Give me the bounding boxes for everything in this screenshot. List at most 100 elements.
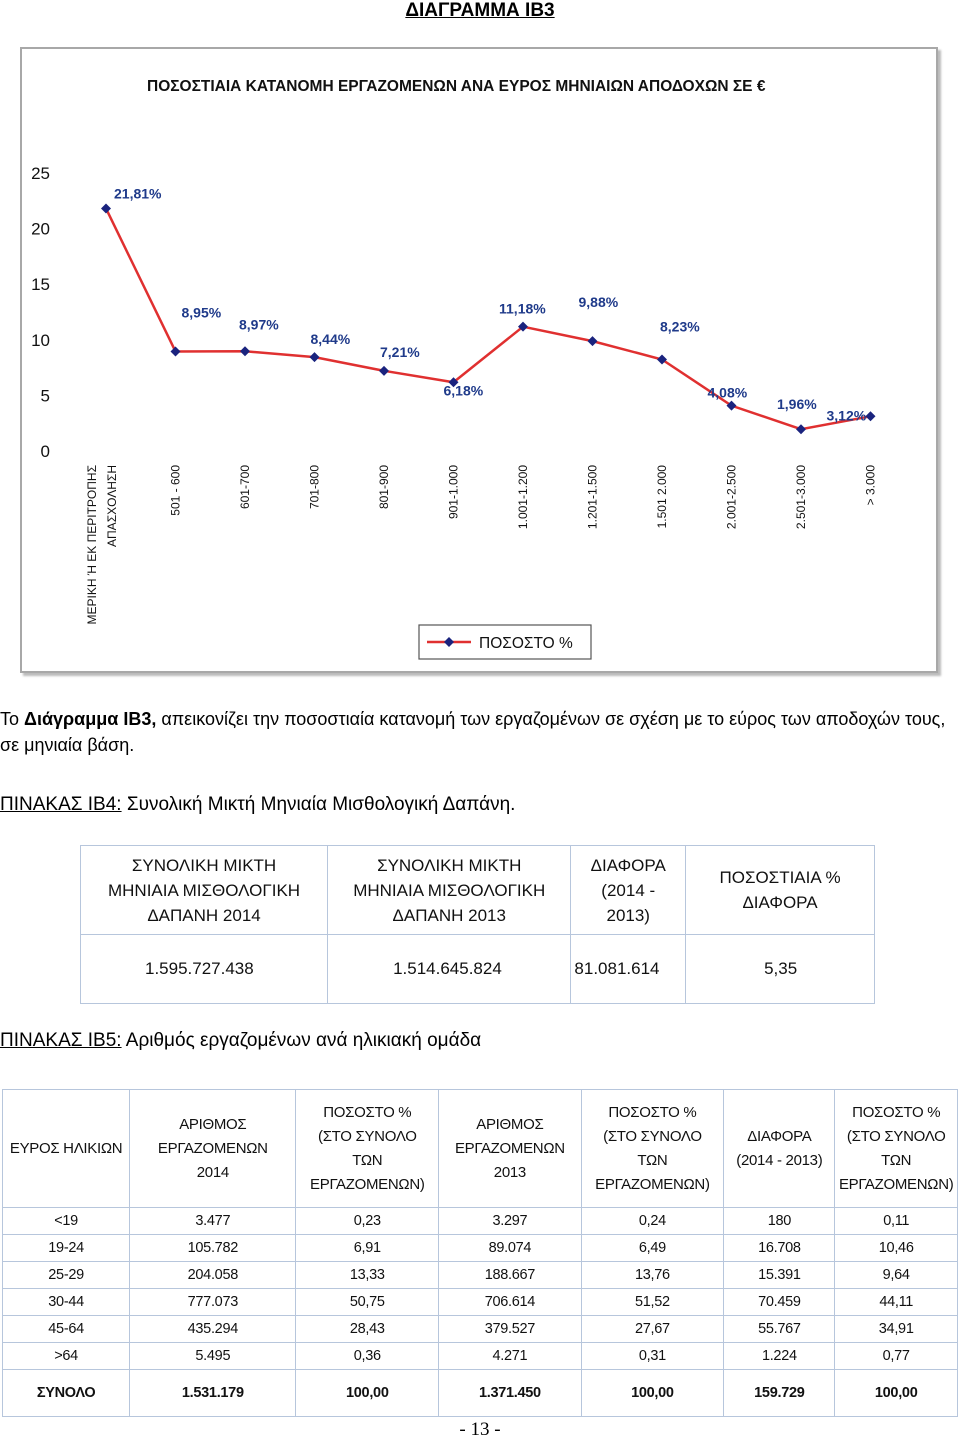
diagram-description: Το Διάγραμμα ΙΒ3, απεικονίζει την ποσοστ… (0, 706, 960, 758)
header-line: ΣΥΝΟΛΙΚΗ ΜΙΚΤΗ (377, 855, 522, 875)
data-point (726, 400, 737, 411)
table4-cell: 1.514.645.824 (327, 934, 572, 1004)
legend-label: ΠΟΣΟΣΤΟ % (479, 635, 573, 652)
table5-row: 45-64 435.294 28,43 379.527 27,67 55.767 34,91 (1, 1315, 958, 1343)
table5-header: ΑΡΙΘΜΟΣ ΕΡΓΑΖΟΜΕΝΩΝ 2014 (129, 1089, 297, 1208)
header-line: (2014 - 2013) (736, 1151, 823, 1169)
header-line: ΕΡΓΑΖΟΜΕΝΩΝ (157, 1139, 268, 1157)
x-tick-label: 701-800 (308, 465, 322, 509)
age-range-cell: 45-64 (1, 1315, 131, 1343)
table5-cell: 777.073 (129, 1288, 297, 1316)
header-line: ΠΟΣΟΣΤΟ % (608, 1103, 697, 1121)
chart-title: ΠΟΣΟΣΤΙΑΙΑ ΚΑΤΑΝΟΜΗ ΕΡΓΑΖΟΜΕΝΩΝ ΑΝΑ ΕΥΡΟ… (147, 78, 766, 95)
header-line: ΤΩΝ (637, 1151, 668, 1169)
table4-title-text: Συνολική Μικτή Μηνιαία Μισθολογική Δαπάν… (121, 794, 516, 815)
age-range-cell: >64 (1, 1342, 131, 1370)
data-label: 3,12% (827, 407, 867, 423)
data-point (518, 321, 528, 332)
table4-title-label: ΠΙΝΑΚΑΣ ΙΒ4: (0, 794, 122, 815)
data-label: 8,95% (182, 304, 222, 320)
data-label: 1,96% (777, 396, 817, 412)
x-tick-label: 2.001-2.500 (725, 465, 739, 529)
data-point (865, 411, 876, 422)
table4-title: ΠΙΝΑΚΑΣ ΙΒ4: Συνολική Μικτή Μηνιαία Μισθ… (0, 793, 515, 817)
table5-cell: 204.058 (129, 1261, 297, 1289)
y-tick-label: 20 (31, 220, 50, 239)
table5-row: 25-29 204.058 13,33 188.667 13,76 15.391 9,64 (1, 1261, 958, 1289)
x-tick-label: 1.001-1.200 (516, 465, 530, 529)
legend-marker (444, 637, 454, 647)
table5-cell: 13,33 (295, 1261, 440, 1289)
y-tick-label: 10 (31, 331, 50, 350)
table5-cell: 15.391 (723, 1261, 836, 1289)
data-label: 7,21% (380, 344, 420, 360)
header-line: ΤΩΝ (881, 1151, 912, 1169)
y-tick-label: 15 (31, 275, 50, 294)
data-label: 8,97% (239, 316, 279, 332)
line-chart: ΠΟΣΟΣΤΙΑΙΑ ΚΑΤΑΝΟΜΗ ΕΡΓΑΖΟΜΕΝΩΝ ΑΝΑ ΕΥΡΟ… (31, 78, 878, 660)
table5-header-row: ΕΥΡΟΣ ΗΛΙΚΙΩΝ ΑΡΙΘΜΟΣ ΕΡΓΑΖΟΜΕΝΩΝ 2014 ΠΟΣΟΣ… (1, 1089, 958, 1208)
data-point (587, 336, 598, 347)
table5-row: 30-44 777.073 50,75 706.614 51,52 70.459 44,11 (1, 1288, 958, 1316)
data-point (309, 352, 320, 363)
table5-cell: 435.294 (129, 1315, 297, 1343)
y-tick-label: 5 (41, 386, 50, 405)
x-tick-label: 501 - 600 (169, 465, 183, 516)
header-line: ΔΑΠΑΝΗ 2013 (392, 905, 506, 925)
header-line: ΕΡΓΑΖΟΜΕΝΩΝ) (838, 1175, 954, 1193)
data-label: 8,44% (311, 331, 351, 347)
table5-cell: 706.614 (438, 1288, 582, 1316)
data-point (796, 424, 806, 435)
table5-cell: 0,31 (580, 1342, 725, 1370)
data-label: 11,18% (499, 301, 546, 317)
table5-cell: 0,24 (580, 1207, 725, 1235)
payroll-table: ΣΥΝΟΛΙΚΗ ΜΙΚΤΗ ΜΗΝΙΑΙΑ ΜΙΣΘΟΛΟΓΙΚΗ ΔΑΠΑΝΗ … (79, 845, 875, 1004)
table5-row: >64 5.495 0,36 4.271 0,31 1.224 0,77 (1, 1342, 958, 1370)
age-range-cell: 30-44 (1, 1288, 131, 1316)
age-range-cell: <19 (1, 1207, 131, 1235)
header-line: ΜΗΝΙΑΙΑ ΜΙΣΘΟΛΟΓΙΚΗ (353, 880, 546, 900)
table4-header: ΔΙΑΦΟΡΑ (2014 - 2013) (570, 845, 687, 935)
x-tick-label: 601-700 (238, 465, 252, 509)
data-label: 4,08% (708, 385, 748, 401)
header-line: ΕΡΓΑΖΟΜΕΝΩΝ) (310, 1175, 425, 1193)
table5-cell: 0,23 (295, 1207, 440, 1235)
table5-cell: 0,11 (834, 1207, 958, 1235)
table5-cell: 28,43 (295, 1315, 440, 1343)
header-line: ΑΡΙΘΜΟΣ (179, 1115, 247, 1133)
table5-title-text: Αριθμός εργαζομένων ανά ηλικιακή ομάδα (121, 1030, 482, 1051)
total-cell: 159.729 (723, 1369, 836, 1417)
header-line: (ΣΤΟ ΣΥΝΟΛΟ (603, 1127, 702, 1145)
x-tick-label: 901-1.000 (447, 465, 461, 519)
table5-body: <19 3.477 0,23 3.297 0,24 180 0,11 19-24 105.782… (1, 1207, 958, 1417)
header-line: ΕΡΓΑΖΟΜΕΝΩΝ) (595, 1175, 710, 1193)
header-line: ΜΗΝΙΑΙΑ ΜΙΣΘΟΛΟΓΙΚΗ (107, 880, 301, 900)
header-line: 2014 (196, 1163, 229, 1181)
y-tick-label: 25 (31, 164, 50, 183)
table5-cell: 27,67 (580, 1315, 725, 1343)
description-text: απεικονίζει την ποσοστιαία κατανομή των … (0, 709, 946, 755)
header-line: 2013) (606, 905, 650, 925)
table5-cell: 70.459 (723, 1288, 836, 1316)
table5-cell: 3.297 (438, 1207, 582, 1235)
table5-cell: 6,49 (580, 1234, 725, 1262)
table4-cell: 5,35 (685, 934, 875, 1004)
table5-cell: 16.708 (723, 1234, 836, 1262)
legend-box (418, 624, 592, 660)
header-line: ΕΡΓΑΖΟΜΕΝΩΝ (454, 1139, 565, 1157)
table5-cell: 4.271 (438, 1342, 582, 1370)
header-line: ΠΟΣΟΣΤΟ % (852, 1103, 941, 1121)
table5-cell: 3.477 (129, 1207, 297, 1235)
description-emphasis: Διάγραμμα ΙΒ3, (24, 709, 157, 729)
data-label: 21,81% (114, 185, 162, 201)
table4-cell: 1.595.727.438 (79, 934, 329, 1004)
data-point (170, 346, 181, 357)
header-line: ΠΟΣΟΣΤΙΑΙΑ % (719, 868, 841, 887)
data-label: 6,18% (444, 382, 484, 398)
age-range-cell: 25-29 (1, 1261, 131, 1289)
header-line: ΔΑΠΑΝΗ 2014 (147, 905, 261, 925)
table4-header: ΣΥΝΟΛΙΚΗ ΜΙΚΤΗ ΜΗΝΙΑΙΑ ΜΙΣΘΟΛΟΓΙΚΗ ΔΑΠΑΝΗ … (327, 845, 572, 935)
table5-cell: 44,11 (834, 1288, 958, 1316)
data-point (657, 354, 667, 365)
data-point (379, 365, 389, 376)
